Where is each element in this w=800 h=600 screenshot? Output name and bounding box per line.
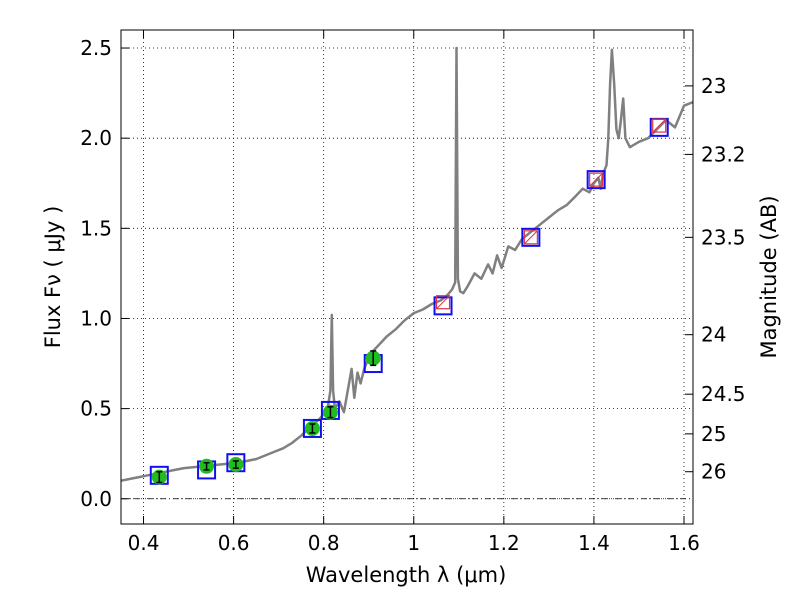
y-axis-right-title: Magnitude (AB)	[757, 195, 781, 358]
upper-limit-box	[652, 118, 667, 133]
spectrum-line	[120, 46, 694, 482]
model-box	[521, 227, 541, 247]
x-axis-title: Wavelength λ (μm)	[306, 563, 507, 587]
y2-tick-label: 23.5	[701, 225, 746, 249]
x-tick-label: 0.6	[218, 531, 250, 555]
model-box	[433, 296, 453, 316]
upper-limit-mark	[436, 295, 450, 309]
y-tick-label: 2.5	[80, 36, 112, 60]
upper-limit-box	[589, 172, 604, 187]
y-tick-label: 0.0	[80, 487, 112, 511]
upper-limit-box	[435, 295, 451, 310]
y-tick-label: 0.5	[80, 397, 112, 421]
upper-limit-boxes	[435, 118, 667, 310]
y-axis-title: Flux Fν ( μJy )	[41, 206, 65, 349]
upper-limit-mark	[524, 230, 538, 244]
y-axis-left: 0.0 0.5 1.0 1.5 2.0 2.5	[80, 36, 129, 511]
model-box	[586, 170, 606, 190]
upper-limit-box	[523, 230, 538, 245]
plot-frame	[120, 29, 694, 525]
x-tick-label: 1.4	[578, 531, 610, 555]
y2-tick-label: 24	[701, 323, 726, 347]
x-tick-label: 1.2	[488, 531, 520, 555]
observed-photometry-points	[151, 350, 381, 485]
model-box	[302, 418, 322, 438]
x-axis: 0.4 0.6 0.8 1 1.2 1.4 1.6	[128, 30, 700, 555]
x-tick-label: 0.8	[308, 531, 340, 555]
x-tick-label: 0.4	[128, 531, 160, 555]
y2-tick-label: 23	[701, 74, 726, 98]
grid	[121, 30, 693, 524]
y2-tick-label: 26	[701, 460, 726, 484]
y-axis-right: 23 23.2 23.5 24 24.5 25 26	[685, 74, 746, 484]
y2-tick-label: 24.5	[701, 382, 746, 406]
y-tick-label: 1.5	[80, 216, 112, 240]
x-tick-label: 1.6	[668, 531, 700, 555]
y2-tick-label: 25	[701, 422, 726, 446]
upper-limit-mark	[652, 119, 666, 132]
y-tick-label: 1.0	[80, 306, 112, 330]
upper-limit-mark	[589, 173, 603, 186]
x-tick-label: 1	[407, 531, 420, 555]
y2-tick-label: 23.2	[701, 142, 746, 166]
y-tick-label: 2.0	[80, 126, 112, 150]
